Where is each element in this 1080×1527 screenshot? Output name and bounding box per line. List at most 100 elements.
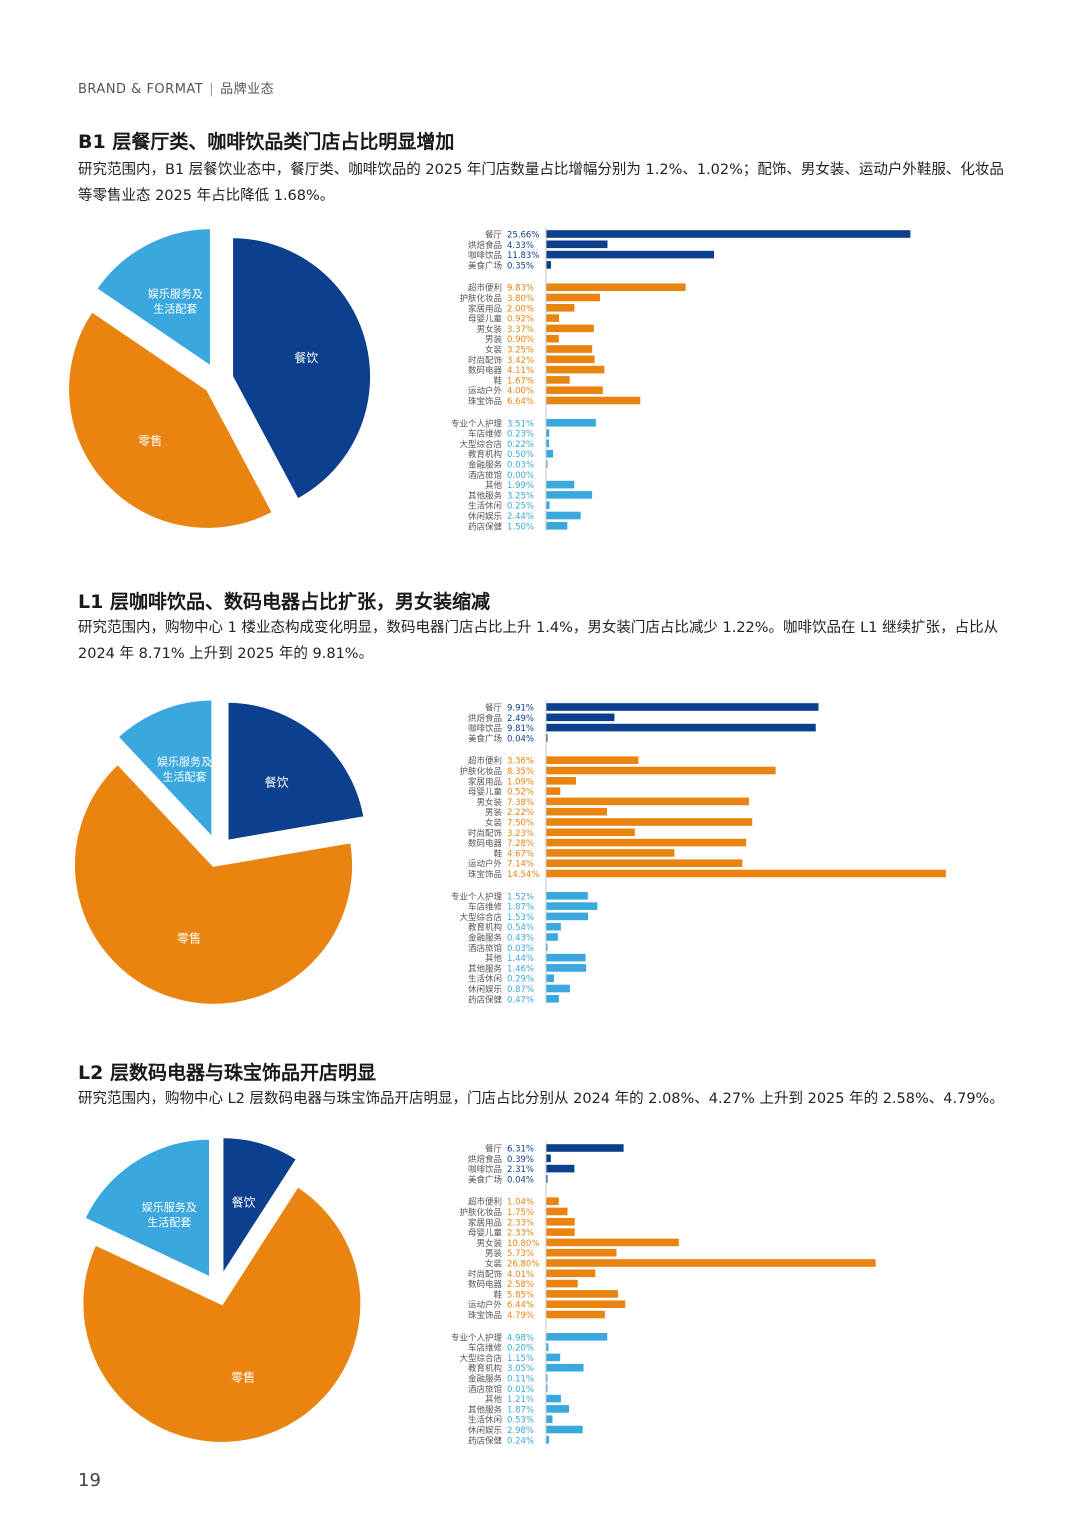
bar-category-label: 家居用品	[468, 1217, 502, 1228]
bar-value-label: 4.33%	[507, 241, 534, 251]
bar-service	[546, 1333, 608, 1341]
pie-label-service: 娱乐服务及	[148, 287, 203, 301]
pie-label-retail: 零售	[138, 433, 162, 448]
header-brand: BRAND & FORMAT	[78, 82, 204, 97]
bar-category-label: 珠宝饰品	[468, 1310, 502, 1321]
bar-retail	[546, 807, 608, 816]
pie-slice-service	[93, 226, 213, 371]
bar-category-label: 其他	[485, 1394, 503, 1405]
bar-retail	[546, 828, 635, 837]
bar-category-label: 母婴儿童	[468, 314, 503, 325]
bar-category-label: 鞋	[493, 1289, 502, 1300]
bar-service	[546, 995, 559, 1003]
bar-value-label: 7.28%	[507, 839, 534, 849]
bar-value-label: 0.04%	[507, 1175, 534, 1185]
bar-category-label: 运动户外	[468, 859, 503, 870]
bar-retail	[546, 766, 776, 775]
bar-service	[546, 501, 550, 509]
bar-value-label: 4.79%	[507, 1311, 534, 1321]
bar-category-label: 护肤化妆品	[459, 1207, 502, 1218]
bar-category-label: 酒店旅馆	[468, 1384, 502, 1395]
bar-service	[546, 1405, 570, 1413]
bar-value-label: 1.09%	[507, 777, 534, 787]
bar-value-label: 3.23%	[507, 829, 534, 839]
bar-value-label: 0.43%	[507, 934, 534, 944]
bar-value-label: 1.87%	[507, 1405, 534, 1415]
page-number: 19	[78, 1470, 101, 1491]
bar-category-label: 药店保健	[468, 994, 503, 1004]
bar-category-label: 大型综合店	[459, 912, 502, 923]
bar-category-label: 教育机构	[468, 449, 502, 460]
bar-value-label: 0.53%	[507, 1416, 534, 1426]
bar-value-label: 3.36%	[507, 757, 534, 767]
bar-retail	[546, 1300, 626, 1308]
bar-category-label: 药店保健	[468, 1435, 503, 1445]
page-header: BRAND & FORMAT | 品牌业态	[78, 78, 274, 97]
bar-category-label: 休闲娱乐	[468, 1425, 503, 1436]
bar-value-label: 0.25%	[507, 502, 534, 512]
bar-service	[546, 1374, 548, 1382]
bar-retail	[546, 1290, 618, 1298]
pie-slice-retail	[80, 1183, 364, 1445]
bar-category-label: 美食广场	[468, 1174, 502, 1185]
bar-category-label: 餐厅	[485, 1145, 503, 1155]
bar-value-label: 3.25%	[507, 346, 534, 356]
bar-value-label: 9.83%	[507, 284, 534, 294]
bar-retail	[546, 304, 575, 312]
bar-category-label: 大型综合店	[459, 439, 502, 450]
bar-food	[546, 1144, 624, 1152]
bar-value-label: 25.66%	[507, 231, 539, 241]
bar-service	[546, 943, 548, 952]
section-title-b1: B1 层餐厅类、咖啡饮品类门店占比明显增加	[78, 131, 455, 153]
bar-value-label: 0.24%	[507, 1436, 534, 1445]
bar-value-label: 1.04%	[507, 1198, 534, 1208]
bar-value-label: 9.91%	[507, 704, 534, 714]
bar-value-label: 2.98%	[507, 1426, 534, 1436]
bar-retail	[546, 376, 570, 384]
bar-value-label: 6.44%	[507, 1301, 534, 1311]
bar-retail	[546, 818, 753, 826]
bar-category-label: 男装	[485, 334, 503, 345]
bar-value-label: 2.00%	[507, 304, 534, 314]
bar-value-label: 1.67%	[507, 376, 534, 386]
section-desc-l2: 研究范围内，购物中心 L2 层数码电器与珠宝饰品开店明显，门店占比分别从 202…	[78, 1091, 1004, 1107]
bar-chart-l2: 餐厅 6.31% 烘焙食品 0.39% 咖啡饮品 2.31% 美食广场 0.04% 超市便利 1.…	[451, 1141, 876, 1445]
bar-food	[546, 240, 608, 249]
bar-value-label: 0.20%	[507, 1344, 534, 1354]
bar-service	[546, 892, 588, 900]
bar-category-label: 女装	[485, 818, 503, 829]
bar-value-label: 6.31%	[507, 1145, 534, 1155]
bar-value-label: 4.98%	[507, 1333, 534, 1343]
bar-category-label: 车店维修	[468, 1343, 503, 1354]
bar-value-label: 5.73%	[507, 1249, 534, 1259]
bar-service	[546, 1353, 561, 1362]
bar-category-label: 金融服务	[468, 1374, 503, 1385]
bar-retail	[546, 797, 749, 806]
bar-retail	[546, 787, 561, 795]
bar-category-label: 男女装	[476, 797, 502, 808]
bar-value-label: 3.25%	[507, 491, 534, 501]
bar-service	[546, 902, 598, 910]
bar-value-label: 1.21%	[507, 1395, 534, 1405]
bar-value-label: 1.99%	[507, 481, 534, 491]
bar-value-label: 0.90%	[507, 335, 534, 345]
bar-value-label: 4.67%	[507, 849, 534, 859]
bar-value-label: 0.22%	[507, 440, 534, 450]
bar-value-label: 1.52%	[507, 892, 534, 902]
bar-food	[546, 261, 551, 269]
bar-category-label: 运动户外	[468, 386, 503, 397]
bar-category-label: 休闲娱乐	[468, 511, 503, 522]
bar-retail	[546, 1279, 578, 1288]
section-desc-l1: 研究范围内，购物中心 1 楼业态构成变化明显，数码电器门店占比上升 1.4%，男…	[78, 620, 999, 662]
bar-category-label: 酒店旅馆	[468, 470, 502, 481]
bar-retail	[546, 859, 743, 867]
pie-slice-retail	[72, 761, 355, 1007]
bar-retail	[546, 386, 603, 394]
bar-category-label: 数码电器	[468, 365, 503, 376]
bar-category-label: 其他服务	[468, 490, 503, 501]
bar-retail	[546, 396, 641, 405]
bar-value-label: 0.01%	[507, 1385, 534, 1395]
bar-category-label: 珠宝饰品	[468, 396, 502, 407]
